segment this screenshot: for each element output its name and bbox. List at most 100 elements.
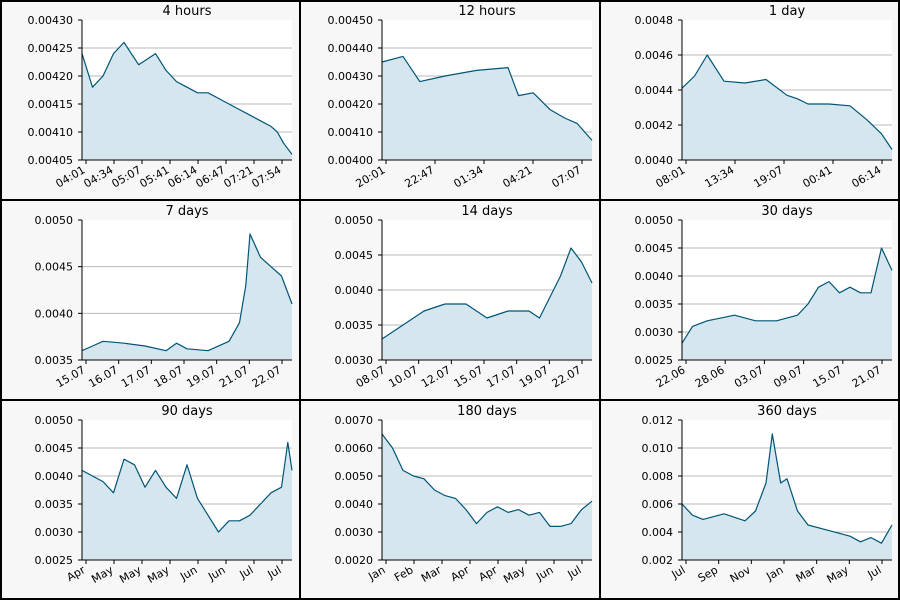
y-tick-label: 0.00415	[28, 98, 74, 111]
y-tick-label: 0.0050	[35, 414, 74, 427]
y-tick-label: 0.010	[642, 442, 674, 455]
y-tick-label: 0.0040	[635, 154, 674, 167]
y-tick-label: 0.00430	[328, 70, 374, 83]
y-tick-label: 0.0048	[635, 14, 674, 27]
y-tick-label: 0.0035	[635, 298, 674, 311]
y-tick-label: 0.0035	[35, 354, 74, 367]
y-tick-label: 0.0025	[635, 354, 674, 367]
y-tick-label: 0.0040	[635, 270, 674, 283]
x-tick-label: Jul	[265, 563, 284, 581]
chart-title: 30 days	[761, 204, 813, 219]
y-tick-label: 0.008	[642, 470, 674, 483]
chart-title: 4 hours	[163, 4, 212, 19]
y-tick-label: 0.0046	[635, 49, 674, 62]
series-area	[82, 442, 292, 560]
y-tick-label: 0.0050	[635, 214, 674, 227]
series-line	[381, 247, 593, 340]
y-tick-label: 0.00425	[28, 42, 74, 55]
y-tick-label: 0.0030	[335, 526, 374, 539]
y-tick-label: 0.0050	[335, 214, 374, 227]
x-tick-label: Jul	[565, 563, 584, 581]
y-tick-label: 0.00420	[28, 70, 74, 83]
y-tick-label: 0.00405	[28, 154, 74, 167]
y-tick-label: 0.0042	[635, 119, 674, 132]
y-tick-label: 0.0060	[335, 442, 374, 455]
y-tick-label: 0.0050	[35, 214, 74, 227]
chart-panel: 0.00400 0.00410 0.00420 0.00430 0.00440 0.004…	[300, 0, 600, 200]
series-line	[81, 41, 293, 155]
chart-title: 14 days	[461, 204, 513, 219]
series-line	[681, 54, 893, 150]
y-tick-label: 0.0035	[35, 498, 74, 511]
series-line	[681, 433, 893, 544]
chart-panel: 0.0030 0.0035 0.0040 0.0045 0.0050 08.07 10.07…	[300, 200, 600, 400]
series-area	[382, 434, 592, 560]
series-line	[681, 247, 893, 344]
y-tick-label: 0.002	[642, 554, 674, 567]
y-tick-label: 0.0040	[35, 470, 74, 483]
series-area	[382, 248, 592, 360]
chart-panel: 0.0025 0.0030 0.0035 0.0040 0.0045 0.0050 22.0…	[600, 200, 900, 400]
chart-svg: 0.00300.00350.00400.00450.005008.0710.07…	[300, 200, 600, 400]
y-tick-label: 0.0030	[635, 326, 674, 339]
series-area	[682, 434, 892, 560]
series-line	[381, 433, 593, 527]
y-tick-label: 0.0070	[335, 414, 374, 427]
y-tick-label: 0.0044	[635, 84, 674, 97]
y-tick-label: 0.0045	[35, 442, 74, 455]
chart-panel: 0.0035 0.0040 0.0045 0.0050 15.07 16.07 17.07 1…	[0, 200, 300, 400]
y-tick-label: 0.0045	[335, 249, 374, 262]
chart-panel: 0.0040 0.0042 0.0044 0.0046 0.0048 08:01 13:34…	[600, 0, 900, 200]
chart-panel: 0.0025 0.0030 0.0035 0.0040 0.0045 0.0050 Apr M…	[0, 400, 300, 600]
y-tick-label: 0.00410	[28, 126, 74, 139]
chart-panel: 0.0020 0.0030 0.0040 0.0050 0.0060 0.0070 Jan F…	[300, 400, 600, 600]
chart-panel: 0.002 0.004 0.006 0.008 0.010 0.012 Jul Sep Nov J…	[600, 400, 900, 600]
y-tick-label: 0.0045	[35, 261, 74, 274]
y-tick-label: 0.0050	[335, 470, 374, 483]
y-tick-label: 0.0040	[335, 284, 374, 297]
y-tick-label: 0.006	[642, 498, 674, 511]
y-tick-label: 0.00410	[328, 126, 374, 139]
series-line	[381, 55, 593, 141]
y-tick-label: 0.00450	[328, 14, 374, 27]
x-tick-label: Jul	[669, 563, 688, 581]
chart-title: 180 days	[457, 404, 517, 419]
y-tick-label: 0.00400	[328, 154, 374, 167]
y-tick-label: 0.0035	[335, 319, 374, 332]
y-tick-label: 0.0040	[35, 307, 74, 320]
series-area	[682, 248, 892, 360]
chart-title: 1 day	[769, 4, 806, 19]
chart-svg: 0.00400 0.00410 0.00420 0.00430 0.00440 0.004…	[300, 0, 600, 200]
y-tick-label: 0.004	[642, 526, 674, 539]
y-tick-label: 0.00430	[28, 14, 74, 27]
series-line	[81, 233, 293, 352]
y-tick-label: 0.012	[642, 414, 674, 427]
chart-title: 12 hours	[458, 4, 515, 19]
chart-svg: 0.00250.00300.00350.00400.00450.005022.0…	[600, 200, 900, 400]
y-tick-label: 0.0025	[35, 554, 74, 567]
chart-title: 90 days	[161, 404, 213, 419]
chart-title: 360 days	[757, 404, 817, 419]
chart-title: 7 days	[165, 204, 208, 219]
x-tick-label: Jul	[237, 563, 256, 581]
y-tick-label: 0.0040	[335, 498, 374, 511]
y-tick-label: 0.0045	[635, 242, 674, 255]
chart-svg: 0.00405 0.00410 0.00415 0.00420 0.00425 0.004…	[0, 0, 300, 200]
series-area	[82, 42, 292, 160]
x-tick-label: Jul	[865, 563, 884, 581]
series-line	[81, 441, 293, 533]
chart-panel: 0.00405 0.00410 0.00415 0.00420 0.00425 0.004…	[0, 0, 300, 200]
y-tick-label: 0.00440	[328, 42, 374, 55]
y-tick-label: 0.0020	[335, 554, 374, 567]
y-tick-label: 0.00420	[328, 98, 374, 111]
y-tick-label: 0.0030	[335, 354, 374, 367]
chart-svg: 0.00350.00400.00450.005015.0716.0717.071…	[0, 200, 300, 400]
y-tick-label: 0.0030	[35, 526, 74, 539]
